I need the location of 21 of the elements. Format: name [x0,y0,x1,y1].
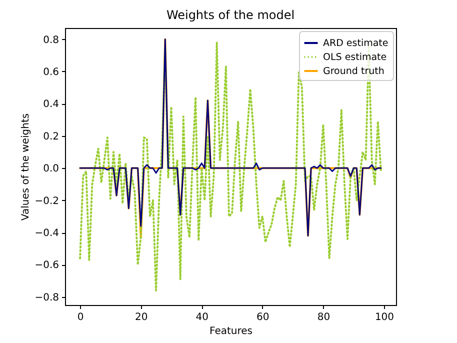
x-tick-label: 100 [374,312,394,323]
y-tick-label: 0.4 [43,99,59,110]
y-tick-label: 0.0 [43,164,59,175]
y-axis-title: Values of the weights [20,113,32,221]
x-axis-title: Features [210,326,252,337]
y-tick-label: 0.2 [43,131,59,142]
x-tick-label: 0 [77,312,84,323]
y-tick-label: 0.6 [43,66,59,78]
y-tick-label: −0.6 [34,260,59,272]
legend-label: OLS estimate [323,52,387,63]
x-tick-label: 20 [134,312,148,323]
x-tick-label: 60 [256,312,270,323]
y-tick-label: −0.8 [34,292,59,304]
y-tick-label: −0.4 [34,228,59,240]
legend-label: ARD estimate [323,38,388,49]
y-tick-label: −0.2 [34,196,59,207]
x-tick-label: 80 [317,312,330,323]
legend-label: Ground truth [323,66,384,77]
chart-title: Weights of the model [166,8,295,22]
y-tick-label: 0.8 [43,34,59,46]
x-tick-label: 40 [196,312,208,323]
